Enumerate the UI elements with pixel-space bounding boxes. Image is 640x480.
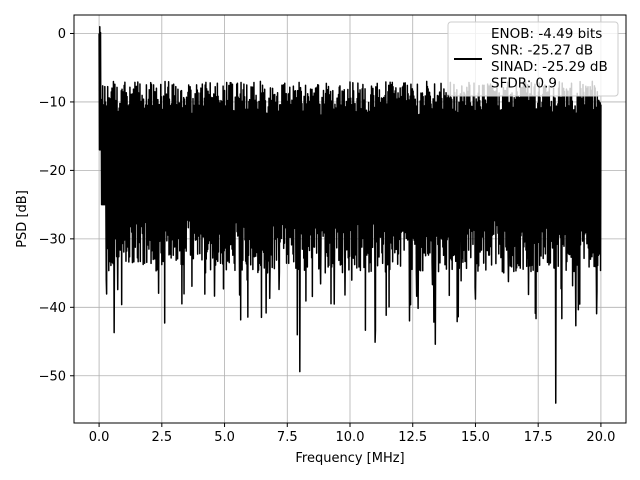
series-line	[98, 26, 602, 404]
y-tick-label: −20	[39, 164, 66, 179]
x-tick-label: 10.0	[336, 430, 365, 445]
y-tick-label: −30	[39, 232, 66, 247]
x-tick-label: 0.0	[89, 430, 110, 445]
y-tick-label: −40	[39, 301, 66, 316]
y-tick-label: −50	[39, 369, 66, 384]
x-axis-ticks: 0.0 2.5 5.0 7.5 10.0 12.5 15.0 17.5 20.0	[89, 423, 615, 445]
x-axis-label: Frequency [MHz]	[295, 451, 404, 466]
legend-entry-sinad: SINAD: -25.29 dB	[491, 59, 608, 75]
legend: ENOB: -4.49 bits SNR: -25.27 dB SINAD: -…	[447, 21, 619, 97]
y-tick-label: −10	[39, 95, 66, 110]
legend-entry-enob: ENOB: -4.49 bits	[491, 26, 602, 42]
x-tick-label: 17.5	[524, 430, 553, 445]
x-tick-label: 2.5	[151, 430, 172, 445]
legend-entry-sfdr: SFDR: 0.9	[491, 76, 557, 92]
y-tick-label: 0	[58, 27, 66, 42]
legend-box	[447, 21, 619, 97]
x-tick-label: 7.5	[277, 430, 298, 445]
x-tick-label: 15.0	[461, 430, 490, 445]
y-axis-ticks: 0 −10 −20 −30 −40 −50	[39, 27, 74, 384]
y-axis-label: PSD [dB]	[15, 190, 30, 248]
legend-entry-snr: SNR: -25.27 dB	[491, 43, 593, 59]
psd-trace	[98, 26, 602, 404]
x-tick-label: 5.0	[214, 430, 235, 445]
x-tick-label: 12.5	[398, 430, 427, 445]
x-tick-label: 20.0	[586, 430, 615, 445]
